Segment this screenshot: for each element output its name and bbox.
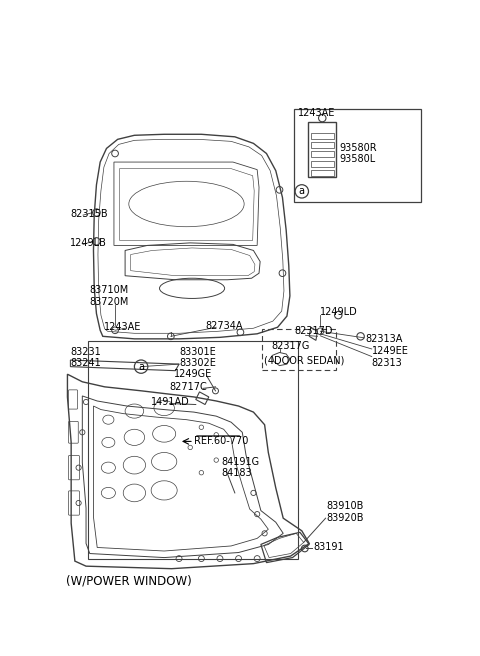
- Bar: [262, 329, 336, 370]
- Text: 93580R
93580L: 93580R 93580L: [339, 142, 377, 164]
- Text: 83301E
83302E: 83301E 83302E: [179, 347, 216, 369]
- Bar: [311, 151, 334, 157]
- Bar: [311, 142, 334, 148]
- Text: 83910B
83920B: 83910B 83920B: [326, 501, 363, 523]
- Text: a: a: [138, 361, 144, 372]
- Bar: [311, 161, 334, 167]
- Text: a: a: [299, 186, 305, 196]
- Text: (W/POWER WINDOW): (W/POWER WINDOW): [66, 575, 192, 588]
- Text: 83231
83241: 83231 83241: [71, 347, 101, 369]
- Text: (4DOOR SEDAN): (4DOOR SEDAN): [264, 356, 344, 365]
- Text: 82313: 82313: [372, 358, 403, 367]
- Text: 82317G: 82317G: [271, 341, 310, 352]
- Text: 1249LD: 1249LD: [321, 307, 358, 317]
- Text: 1491AD: 1491AD: [151, 397, 190, 407]
- Text: 1249LB: 1249LB: [71, 238, 108, 248]
- Bar: [294, 109, 421, 203]
- Text: 82717C: 82717C: [170, 382, 207, 392]
- Text: 84191G
84183: 84191G 84183: [222, 457, 260, 478]
- Text: 1243AE: 1243AE: [104, 322, 141, 332]
- Bar: [309, 121, 336, 177]
- Bar: [311, 133, 334, 139]
- Text: REF.60-770: REF.60-770: [194, 436, 248, 446]
- Bar: [88, 341, 298, 558]
- Text: 83191: 83191: [313, 543, 344, 552]
- Text: 1243AE: 1243AE: [298, 108, 336, 118]
- Text: 83710M
83720M: 83710M 83720M: [90, 285, 129, 307]
- Text: 1249EE: 1249EE: [372, 346, 408, 356]
- Text: 82317D: 82317D: [294, 326, 333, 337]
- Text: 82315B: 82315B: [71, 209, 108, 219]
- Bar: [311, 170, 334, 176]
- Text: 82734A: 82734A: [205, 321, 242, 331]
- Text: 82313A: 82313A: [365, 334, 402, 344]
- Text: 1249GE: 1249GE: [173, 369, 212, 379]
